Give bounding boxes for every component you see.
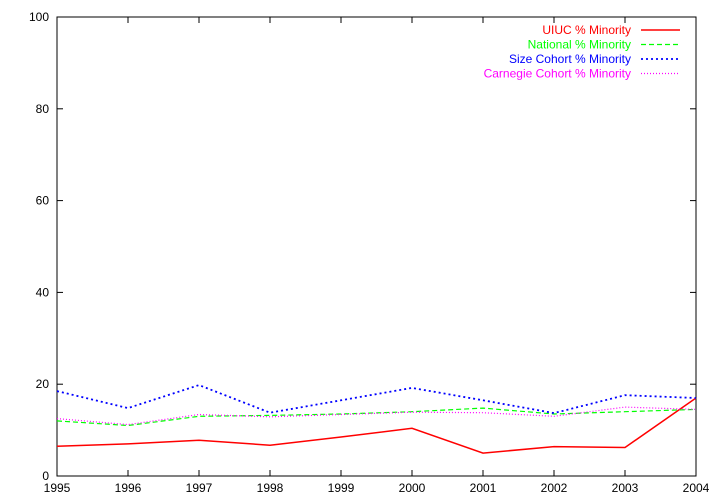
legend-label-2: Size Cohort % Minority	[509, 52, 631, 66]
y-tick-label: 80	[36, 102, 50, 116]
x-tick-labels: 1995 1996 1997 1998 1999 2000 2001 2002 2003 2004	[44, 481, 710, 495]
legend-label-3: Carnegie Cohort % Minority	[484, 67, 631, 81]
legend-label-0: UIUC % Minority	[542, 23, 631, 37]
series-lines	[56, 384, 697, 454]
x-tick-label: 1996	[115, 481, 142, 495]
x-tick-label: 1999	[328, 481, 355, 495]
legend-label-1: National % Minority	[528, 38, 631, 52]
x-tick-label: 2002	[541, 481, 568, 495]
series-line-2	[56, 384, 697, 415]
y-tick-label: 20	[36, 377, 50, 391]
y-tick-label: 40	[36, 285, 50, 299]
x-tick-label: 2000	[399, 481, 426, 495]
x-tick-label: 1997	[186, 481, 213, 495]
x-tick-label: 2001	[470, 481, 497, 495]
series-line-0	[56, 397, 697, 454]
axis-ticks	[56, 16, 697, 477]
x-tick-label: 1998	[257, 481, 284, 495]
x-tick-label: 1995	[44, 481, 71, 495]
x-tick-label: 2003	[612, 481, 639, 495]
series-line-1	[56, 407, 697, 427]
plot-frame	[56, 16, 697, 477]
y-tick-label: 100	[29, 10, 49, 24]
y-tick-labels: 0 20 40 60 80 100	[29, 10, 49, 483]
x-tick-label: 2004	[683, 481, 710, 495]
y-tick-label: 0	[42, 469, 49, 483]
y-tick-label: 60	[36, 194, 50, 208]
